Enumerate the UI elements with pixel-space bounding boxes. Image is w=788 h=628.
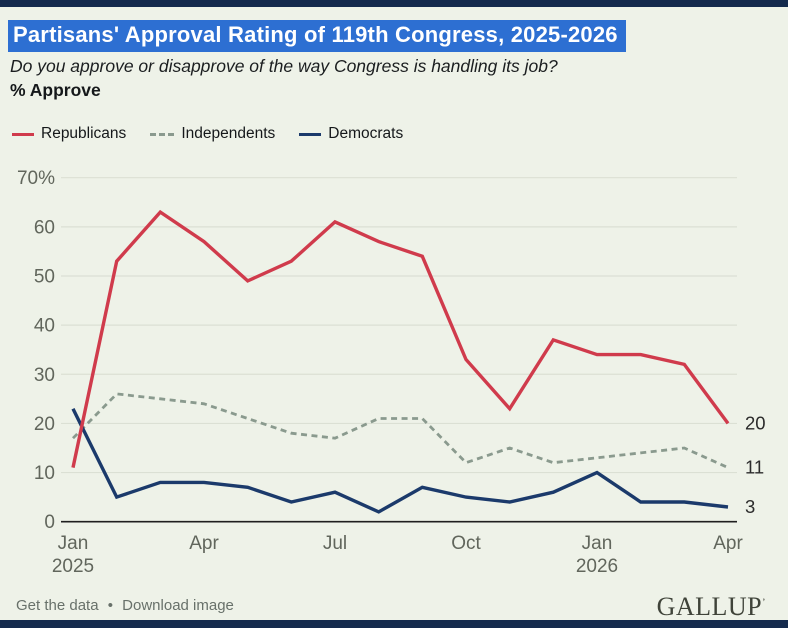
republicans-line <box>71 209 730 468</box>
x-axis-tick-label: Jan <box>58 533 89 554</box>
y-axis-tick-label: 50 <box>34 266 55 287</box>
y-axis-tick-label: 60 <box>34 217 55 238</box>
gallup-logo: GALLUP’ <box>657 592 766 622</box>
legend-item-republicans: Republicans <box>12 125 126 143</box>
top-border-bar <box>0 0 788 7</box>
independents-line-swatch-icon <box>150 132 175 136</box>
democrats-end-value-label: 3 <box>745 496 755 517</box>
legend-label-independents: Independents <box>181 125 276 142</box>
legend-item-independents: Independents <box>150 125 275 143</box>
get-the-data-link[interactable]: Get the data <box>16 597 99 614</box>
democrats-line-swatch-icon <box>299 132 322 136</box>
download-image-link[interactable]: Download image <box>122 597 234 614</box>
x-axis-tick-label: Oct <box>451 533 481 554</box>
chart-legend: Republicans Independents Democrats <box>12 125 403 143</box>
gallup-logo-text: GALLUP <box>656 592 763 621</box>
trademark-icon: ’ <box>762 597 766 609</box>
x-axis-tick-label: Apr <box>189 533 219 554</box>
independents-end-value-label: 11 <box>745 457 764 478</box>
y-axis-tick-label: 10 <box>34 463 55 484</box>
measure-label: % Approve <box>10 80 101 100</box>
y-axis-tick-label: 40 <box>34 316 55 337</box>
independents-line <box>72 392 729 469</box>
footer-separator: • <box>107 597 113 614</box>
y-axis-tick-label: 70% <box>17 168 55 189</box>
legend-label-republicans: Republicans <box>41 125 127 142</box>
y-axis-tick-label: 20 <box>34 414 55 435</box>
x-axis-tick-year-label: 2026 <box>576 556 618 577</box>
x-axis-tick-label: Jan <box>582 533 613 554</box>
legend-label-democrats: Democrats <box>328 125 404 142</box>
bottom-border-bar <box>0 620 788 628</box>
x-axis-tick-label: Jul <box>323 533 347 554</box>
page-title-text: Partisans' Approval Rating of 119th Cong… <box>8 20 626 52</box>
x-axis-tick-year-label: 2025 <box>52 556 94 577</box>
footer-links: Get the data • Download image <box>16 597 234 614</box>
page-title: Partisans' Approval Rating of 119th Cong… <box>8 20 626 52</box>
republicans-line-swatch-icon <box>12 132 34 136</box>
democrats-line <box>71 407 729 514</box>
y-axis-tick-label: 30 <box>34 365 55 386</box>
survey-question: Do you approve or disapprove of the way … <box>10 56 558 76</box>
legend-item-democrats: Democrats <box>299 125 403 143</box>
y-axis-tick-label: 0 <box>44 512 55 533</box>
x-axis-tick-label: Apr <box>713 533 743 554</box>
republicans-end-value-label: 20 <box>745 412 766 433</box>
